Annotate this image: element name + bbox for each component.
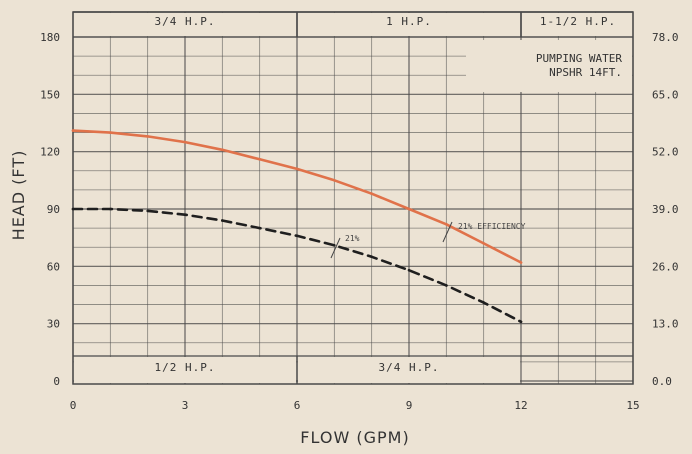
data-point [295, 234, 299, 238]
data-point [519, 261, 523, 264]
bottom-band-background [298, 357, 520, 383]
data-point [109, 131, 112, 134]
right-tick-label: 13.0 [652, 318, 679, 331]
y-tick-label: 60 [47, 260, 60, 273]
top-band-label-3: 1-1/2 H.P. [540, 15, 616, 28]
y-tick-label: 90 [47, 203, 60, 216]
data-point [445, 284, 448, 287]
top-band-label-1: 3/4 H.P. [155, 15, 216, 28]
data-point [333, 244, 336, 247]
top-band-label-2: 1 H.P. [386, 15, 432, 28]
y-axis-title: HEAD (FT) [9, 150, 28, 241]
bottom-band-label-1: 1/2 H.P. [155, 361, 216, 374]
data-point [146, 209, 149, 213]
x-axis-title: FLOW (GPM) [300, 428, 409, 447]
data-point [295, 167, 299, 171]
data-point [407, 268, 411, 272]
right-tick-label: 26.0 [652, 260, 679, 273]
bottom-band-background [74, 357, 296, 383]
data-point [71, 207, 75, 211]
x-tick-label: 6 [294, 399, 301, 412]
data-point [146, 135, 149, 138]
bottom-band-label-2: 3/4 H.P. [379, 361, 440, 374]
top-band-background [522, 13, 632, 36]
annotation-line-2: NPSHR 14FT. [549, 66, 622, 79]
x-tick-label: 3 [182, 399, 189, 412]
data-point [258, 226, 262, 230]
efficiency-upper-label: 21% EFFICIENCY [458, 222, 526, 231]
efficiency-lower-label: 21% [345, 234, 360, 243]
top-band-background [298, 13, 520, 36]
efficiency-upper-tick [442, 221, 453, 243]
right-tick-label: 39.0 [652, 203, 679, 216]
x-tick-label: 12 [514, 399, 527, 412]
y-tick-label: 120 [40, 146, 60, 159]
y-tick-label: 0 [53, 375, 60, 388]
right-tick-label: 52.0 [652, 146, 679, 159]
annotation-line-1: PUMPING WATER [536, 52, 622, 65]
data-point [183, 213, 187, 216]
y-tick-label: 30 [47, 318, 60, 331]
efficiency-lower-tick [330, 237, 341, 259]
data-point [445, 223, 448, 226]
data-point [519, 320, 523, 324]
y-tick-label: 180 [40, 31, 60, 44]
right-tick-label: 78.0 [652, 31, 679, 44]
series-layer [71, 129, 523, 324]
x-tick-label: 0 [70, 399, 77, 412]
data-point [258, 158, 262, 161]
x-tick-label: 15 [626, 399, 639, 412]
data-point [109, 207, 112, 211]
hp-bands: 3/4 H.P. 1 H.P. 1-1/2 H.P. 1/2 H.P. 3/4 H.P. [73, 11, 633, 384]
y-tick-label: 150 [40, 88, 60, 101]
annotation-box [466, 40, 632, 92]
data-point [370, 192, 374, 195]
x-tick-label: 9 [406, 399, 413, 412]
data-point [370, 255, 374, 259]
right-tick-label: 65.0 [652, 88, 679, 101]
data-point [333, 179, 336, 182]
data-point [407, 207, 411, 211]
data-point [482, 301, 486, 304]
data-point [71, 129, 75, 132]
data-point [221, 148, 224, 152]
right-tick-label: 0.0 [652, 375, 672, 388]
top-band-background [74, 13, 296, 36]
data-point [482, 242, 486, 245]
data-point [183, 140, 187, 144]
data-point [221, 219, 224, 222]
tick-labels: 0 3 6 9 12 1503060901201501800.013.026.039.05… [40, 31, 678, 412]
